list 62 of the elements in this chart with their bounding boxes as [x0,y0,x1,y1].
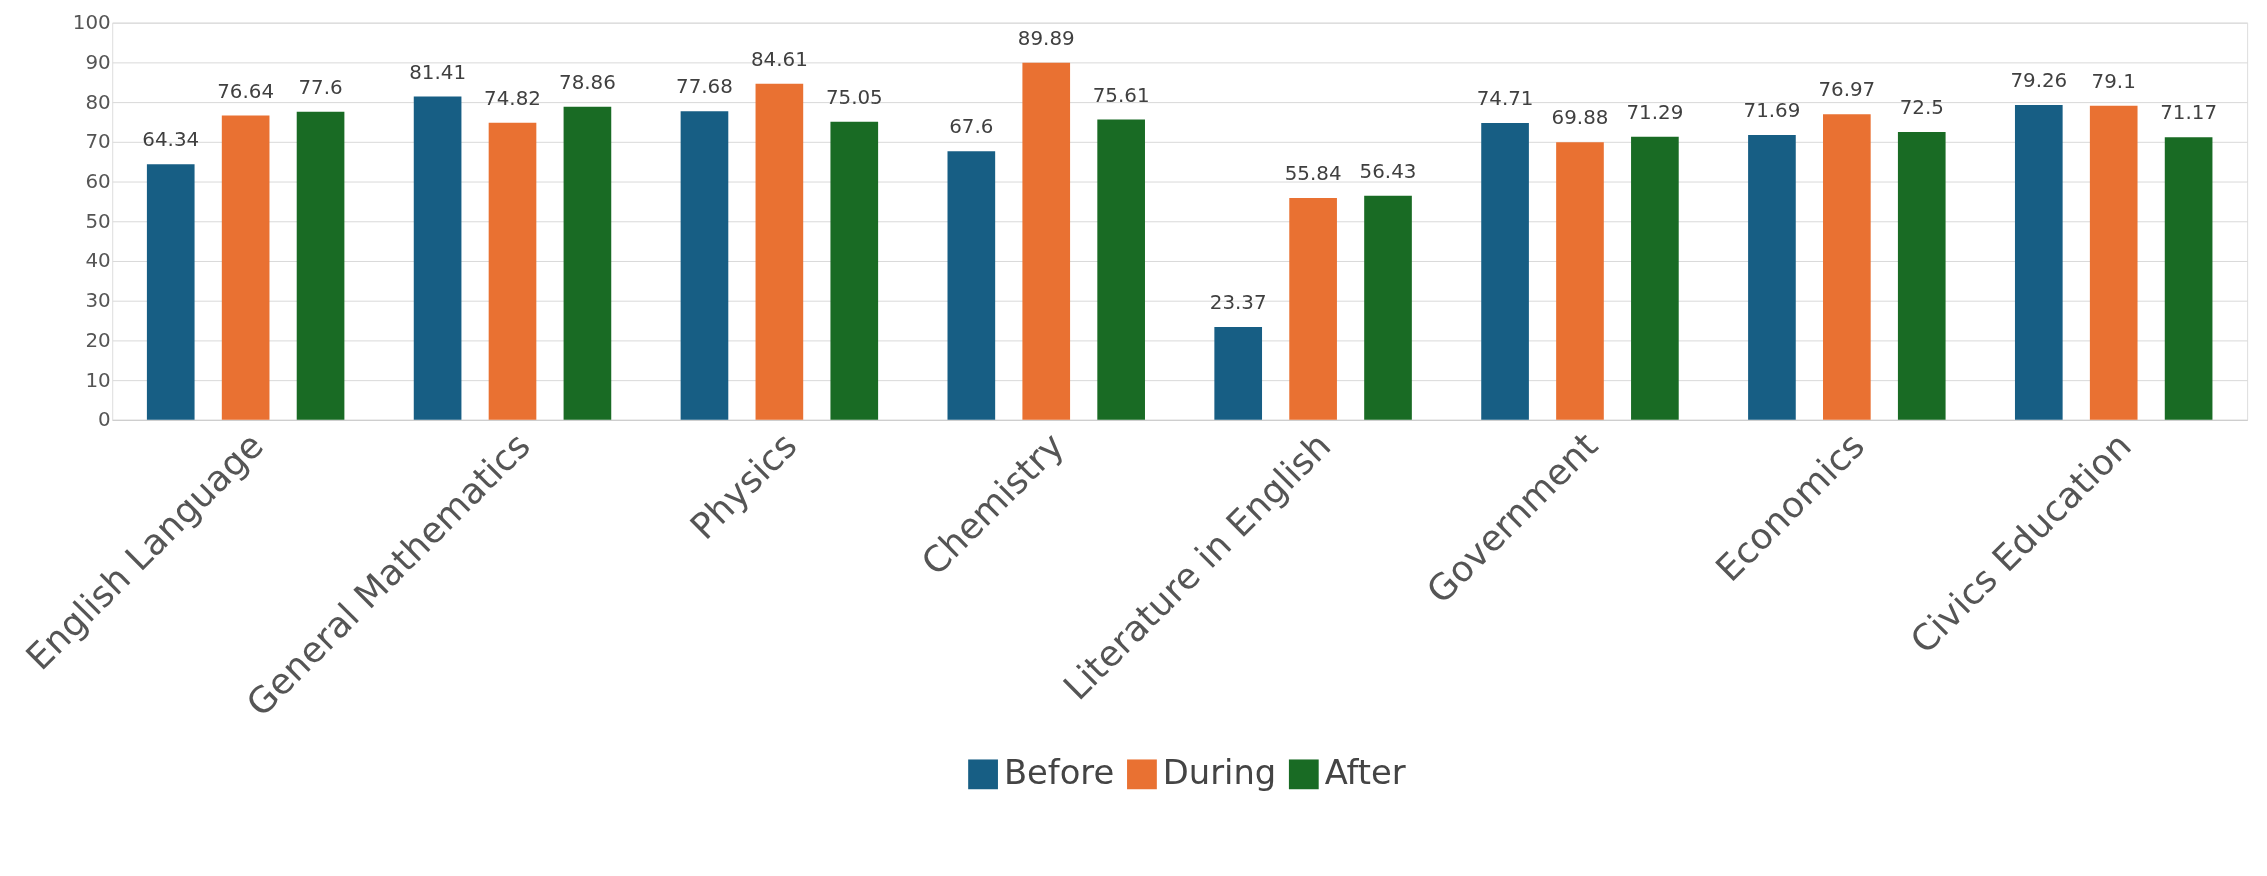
bar [221,115,270,420]
bar [680,111,729,420]
bar [413,96,462,420]
bar [830,121,879,420]
data-label: 77.6 [298,75,343,99]
bar [1289,198,1337,420]
data-label: 67.6 [949,115,994,139]
bar [2014,105,2063,420]
bar [296,111,345,420]
data-label: 71.17 [2160,101,2218,125]
y-tick-label: 90 [85,50,111,74]
data-label: 89.89 [1017,26,1075,50]
bar [755,83,804,420]
data-label: 64.34 [142,128,200,152]
data-label: 71.29 [1626,100,1684,124]
y-tick-label: 80 [85,90,111,114]
data-label: 77.68 [676,75,733,99]
data-label: 74.82 [484,86,541,110]
bar [1364,195,1412,420]
data-label: 76.64 [217,79,275,103]
data-label: 79.1 [2091,69,2136,93]
bar [2164,137,2213,420]
bar [1097,119,1145,420]
bar [1748,135,1796,420]
data-label: 75.61 [1092,83,1150,107]
y-tick-label: 0 [98,408,111,432]
data-label: 55.84 [1284,162,1342,186]
data-label: 76.97 [1818,78,1876,102]
bar [2089,105,2138,420]
bar [488,122,537,420]
bar [1897,131,1946,420]
y-tick-label: 100 [72,11,111,35]
bar [947,151,996,420]
data-label: 74.71 [1476,87,1534,111]
bar [1214,327,1263,420]
y-tick-label: 10 [85,368,111,392]
y-tick-label: 40 [85,249,111,273]
data-label: 81.41 [409,60,466,84]
legend-label: After [1324,753,1406,793]
y-tick-label: 50 [85,209,111,233]
bar [1556,142,1604,420]
data-label: 75.05 [825,85,883,109]
bar [1022,62,1071,420]
y-tick-label: 30 [85,289,111,313]
bar [563,106,612,420]
y-tick-label: 20 [85,328,111,352]
legend-label: During [1162,753,1277,793]
legend-label: Before [1003,753,1115,793]
data-label: 56.43 [1359,159,1417,183]
data-label: 72.5 [1899,96,1944,120]
data-label: 84.61 [750,47,808,71]
bar [1631,136,1679,420]
y-tick-label: 60 [85,169,111,193]
data-label: 71.69 [1743,99,1801,123]
data-label: 78.86 [559,70,616,94]
bar [146,164,195,420]
data-label: 69.88 [1551,106,1609,130]
y-tick-label: 70 [85,130,111,154]
data-label: 23.37 [1209,291,1267,315]
bar [1823,114,1871,420]
bar [1481,123,1529,420]
data-label: 79.26 [2010,69,2068,93]
